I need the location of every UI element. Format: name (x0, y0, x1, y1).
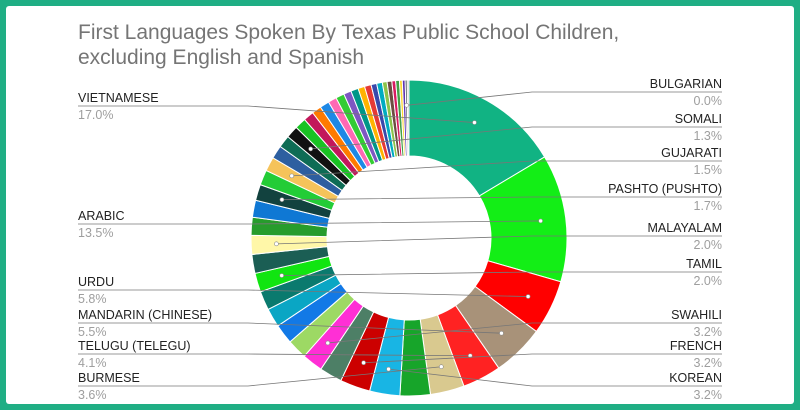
slice-percent-label: 2.0% (694, 238, 723, 252)
slice-percent-label: 4.1% (78, 356, 107, 370)
slice-percent-label: 2.0% (694, 274, 723, 288)
leader-line (291, 160, 722, 177)
leader-line (78, 366, 442, 387)
leader-line (78, 289, 529, 297)
leader-line (78, 105, 475, 123)
leader-dot (404, 103, 409, 108)
slice-percent-label: 3.6% (78, 388, 107, 402)
leader-line (78, 220, 541, 225)
slice-percent-label: 5.5% (78, 325, 107, 339)
leader-dot (308, 146, 313, 152)
slice-percent-label: 3.2% (694, 325, 723, 339)
slice-percent-label: 5.8% (78, 292, 107, 306)
slice-percent-label: 17.0% (78, 108, 113, 122)
leader-line (281, 271, 722, 276)
leader-dot (279, 197, 285, 202)
slice-percent-label: 3.2% (694, 388, 723, 402)
slice-label: MALAYALAM (647, 221, 722, 235)
slice-percent-label: 3.2% (694, 356, 723, 370)
leader-line (310, 126, 722, 150)
leader-line (406, 91, 722, 106)
slice-percent-label: 1.5% (694, 163, 723, 177)
leader-line (276, 235, 722, 245)
leader-line (281, 196, 722, 201)
leader-dot (325, 340, 331, 346)
slice-label: FRENCH (670, 339, 722, 353)
slice-label: TELUGU (TELEGU) (78, 339, 191, 353)
donut-chart: VIETNAMESE 17.0% ARABIC 13.5% URDU 5.8% MANDAR… (78, 77, 723, 402)
leader-line (327, 322, 722, 344)
leader-line (363, 353, 722, 364)
leader-dot (439, 364, 444, 370)
slice-label: TAMIL (686, 257, 722, 271)
leader-dot (472, 120, 477, 125)
chart-title: First Languages Spoken By Texas Public S… (78, 20, 718, 70)
slice-label: KOREAN (669, 371, 722, 385)
leader-dot (538, 218, 543, 224)
leader-dot (274, 241, 279, 247)
leader-line (78, 322, 502, 334)
slice-percent-label: 13.5% (78, 226, 113, 240)
chart-frame: First Languages Spoken By Texas Public S… (6, 6, 794, 404)
chart-title-line-1: First Languages Spoken By Texas Public S… (78, 21, 620, 44)
slice-label: GUJARATI (661, 146, 722, 160)
slice-label: PASHTO (PUSHTO) (608, 182, 722, 196)
slice-label: MANDARIN (CHINESE) (78, 308, 212, 322)
slice-percent-label: 1.7% (694, 199, 723, 213)
slice-label: SWAHILI (671, 308, 722, 322)
leader-dot (386, 366, 391, 372)
slice-percent-label: 1.3% (694, 129, 723, 143)
leader-dot (499, 330, 504, 336)
leader-dot (279, 273, 285, 278)
leader-dot (525, 294, 531, 299)
leader-line (388, 368, 722, 387)
slice-label: BULGARIAN (650, 77, 722, 91)
leader-dot (361, 360, 366, 366)
slice-label: SOMALI (675, 112, 722, 126)
slice-percent-label: 0.0% (694, 94, 723, 108)
chart-title-line-2: excluding English and Spanish (78, 46, 365, 69)
leader-line (78, 353, 471, 357)
slice-label: VIETNAMESE (78, 91, 159, 105)
slice-label: URDU (78, 275, 114, 289)
slice-label: BURMESE (78, 371, 140, 385)
leader-dot (289, 173, 295, 179)
slice-label: ARABIC (78, 209, 125, 223)
